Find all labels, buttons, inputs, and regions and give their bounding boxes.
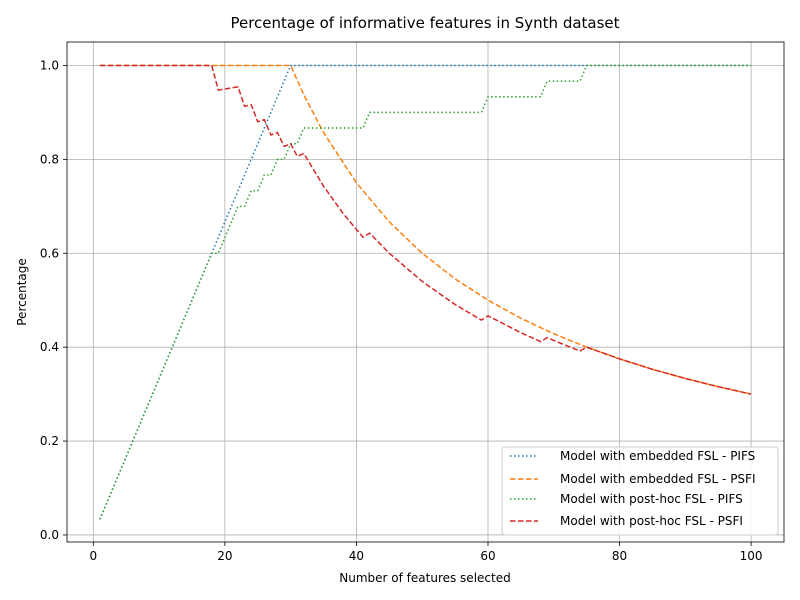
legend-box — [501, 446, 779, 536]
legend: Model with embedded FSL - PIFS Model wit… — [501, 446, 779, 536]
x-tick-label: 20 — [217, 549, 232, 563]
legend-label: Model with embedded FSL - PSFI — [560, 472, 756, 486]
ticks: 0 20 40 60 80 100 0.0 0.2 0.4 0.6 0.8 1.0 — [40, 58, 763, 563]
x-tick-label: 60 — [480, 549, 495, 563]
y-axis-title: Percentage — [15, 258, 29, 326]
x-tick-label: 0 — [89, 549, 97, 563]
series-lines — [99, 64, 752, 520]
legend-label: Model with post-hoc FSL - PIFS — [560, 492, 743, 506]
series-line-4 — [99, 64, 752, 395]
x-axis-title: Number of features selected — [339, 571, 510, 585]
y-tick-label: 0.4 — [40, 340, 59, 354]
chart-title: Percentage of informative features in Sy… — [230, 14, 619, 32]
x-tick-label: 40 — [349, 549, 364, 563]
x-tick-label: 80 — [612, 549, 627, 563]
x-tick-label: 100 — [740, 549, 763, 563]
y-tick-label: 0.8 — [40, 152, 59, 166]
y-tick-label: 1.0 — [40, 58, 59, 72]
legend-label: Model with embedded FSL - PIFS — [560, 449, 755, 463]
legend-label: Model with post-hoc FSL - PSFI — [560, 514, 743, 528]
y-tick-label: 0.2 — [40, 434, 59, 448]
y-tick-label: 0.6 — [40, 246, 59, 260]
legend-entry-posthoc-pifs: Model with post-hoc FSL - PIFS — [510, 492, 743, 506]
y-tick-label: 0.0 — [40, 528, 59, 542]
legend-entry-embedded-pifs: Model with embedded FSL - PIFS — [510, 449, 755, 463]
plot-frame — [66, 41, 785, 543]
legend-entry-embedded-psfi: Model with embedded FSL - PSFI — [510, 472, 756, 486]
grid — [67, 42, 784, 542]
legend-entry-posthoc-psfi: Model with post-hoc FSL - PSFI — [510, 514, 743, 528]
